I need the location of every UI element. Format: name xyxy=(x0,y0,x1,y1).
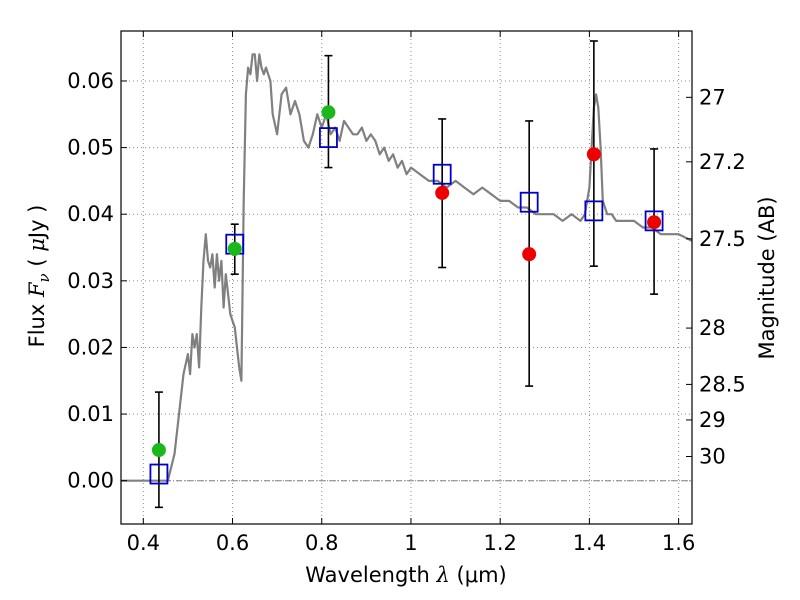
model-spectrum-line xyxy=(121,53,693,482)
secondary-y-axis-label: Magnitude (AB) xyxy=(755,196,779,359)
y-tick-label: 0.01 xyxy=(67,402,114,426)
y-axis-label: Flux Fν ( μJy ) xyxy=(25,205,53,348)
y2-tick-label: 28 xyxy=(699,316,726,340)
green-data-point xyxy=(321,105,336,120)
y2-tick-label: 27 xyxy=(699,85,726,109)
red-data-point xyxy=(647,215,662,230)
y-tick-label: 0.04 xyxy=(67,202,114,226)
green-data-point xyxy=(227,241,242,256)
y-tick-label: 0.00 xyxy=(67,469,114,493)
plot-frame xyxy=(120,30,693,525)
axis-ticks: 0.4 0.6 0.8 1 1.2 1.4 1.6 0.00 0.01 0.02 0.03 0.04 0… xyxy=(67,31,746,555)
x-tick-label: 0.6 xyxy=(216,531,249,555)
model-band-flux-square xyxy=(644,210,664,232)
model-band-flux-square xyxy=(519,191,539,213)
red-data-point xyxy=(586,147,601,162)
y-tick-label: 0.05 xyxy=(67,136,114,160)
red-data-point xyxy=(522,247,537,262)
x-tick-label: 1.4 xyxy=(573,531,606,555)
y-tick-label: 0.03 xyxy=(67,269,114,293)
y-tick-label: 0.02 xyxy=(67,335,114,359)
plot-area xyxy=(121,40,693,509)
model-band-flux-square xyxy=(584,200,604,222)
y-tick-label: 0.06 xyxy=(67,69,114,93)
green-data-point xyxy=(151,443,166,458)
y2-tick-label: 30 xyxy=(699,445,726,469)
x-axis-label: Wavelength λ (μm) xyxy=(305,563,506,587)
y2-tick-label: 28.5 xyxy=(699,372,746,396)
model-band-flux-square xyxy=(432,163,452,185)
x-tick-label: 0.8 xyxy=(305,531,338,555)
grid-lines xyxy=(121,31,692,524)
y2-tick-label: 29 xyxy=(699,408,726,432)
red-data-point xyxy=(435,185,450,200)
x-tick-label: 0.4 xyxy=(127,531,160,555)
x-tick-label: 1.6 xyxy=(662,531,695,555)
y2-tick-label: 27.5 xyxy=(699,227,746,251)
model-band-flux-square xyxy=(149,463,169,485)
model-band-flux-square xyxy=(319,127,338,148)
x-tick-label: 1 xyxy=(404,531,417,555)
y2-tick-label: 27.2 xyxy=(699,150,746,174)
x-tick-label: 1.2 xyxy=(483,531,516,555)
